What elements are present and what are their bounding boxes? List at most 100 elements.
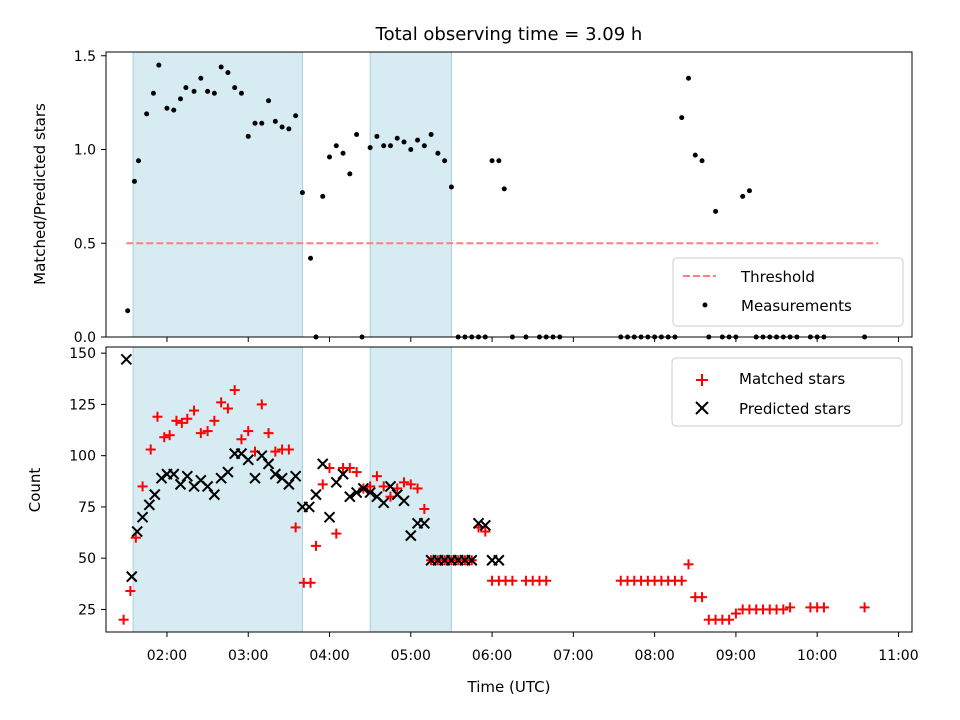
- measurement-point: [408, 147, 414, 152]
- measurement-point: [125, 308, 131, 314]
- measurement-point: [333, 143, 339, 149]
- predicted-star-point: [143, 499, 156, 511]
- measurement-point: [299, 190, 305, 196]
- top-y-axis-label: Matched/Predicted stars: [31, 103, 49, 285]
- x-tick-label: 07:00: [553, 648, 593, 664]
- matched-star-point: [778, 604, 789, 615]
- matched-star-point: [222, 403, 233, 414]
- matched-star-point: [371, 471, 382, 482]
- matched-star-point: [697, 592, 708, 603]
- measurement-point: [448, 184, 454, 190]
- measurement-point: [387, 143, 393, 149]
- measurement-point: [489, 158, 495, 164]
- matched-star-point: [683, 559, 694, 570]
- measurement-point: [381, 143, 387, 149]
- matched-star-point: [419, 503, 430, 514]
- matched-star-point: [130, 532, 141, 543]
- legend-threshold-label: Threshold: [740, 268, 815, 286]
- measurement-point: [713, 208, 719, 214]
- matched-star-point: [137, 481, 148, 492]
- matched-star-point: [331, 528, 342, 539]
- matched-star-point: [305, 577, 316, 588]
- predicted-star-point: [479, 519, 492, 532]
- matched-star-point: [125, 585, 136, 596]
- measurement-point: [394, 135, 400, 141]
- y-tick-label: 0.0: [74, 330, 96, 346]
- measurement-point: [679, 115, 685, 121]
- y-tick-label: 25: [78, 602, 96, 618]
- predicted-star-point: [262, 458, 275, 470]
- x-tick-label: 02:00: [147, 648, 187, 664]
- predicted-star-point: [174, 478, 187, 491]
- measurement-point: [746, 188, 752, 194]
- legend-predicted-label: Predicted stars: [739, 400, 851, 418]
- measurement-point: [347, 171, 353, 177]
- predicted-star-point: [289, 470, 302, 482]
- matched-star-point: [171, 415, 182, 426]
- matched-star-point: [256, 399, 267, 410]
- predicted-star-point: [283, 478, 295, 491]
- measurement-point: [232, 85, 238, 91]
- predicted-star-point: [350, 486, 363, 499]
- matched-star-point: [785, 602, 796, 613]
- bottom-y-ticks: 25 50 75 100 125 150: [69, 346, 106, 618]
- measurement-point: [144, 111, 150, 117]
- ratio-panel: 0.0 0.5 1.0 1.5 Total observing time = 3.09…: [31, 24, 913, 346]
- predicted-star-point: [242, 454, 254, 466]
- matched-star-point: [182, 413, 193, 424]
- legend-matched-label: Matched stars: [739, 370, 845, 388]
- predicted-star-point: [384, 480, 397, 493]
- measurement-point: [131, 178, 137, 184]
- x-tick-label: 09:00: [716, 648, 756, 664]
- measurement-point: [156, 62, 162, 68]
- predicted-star-point: [357, 482, 370, 495]
- matched-star-point: [118, 614, 129, 625]
- matched-star-point: [209, 415, 220, 426]
- measurement-point: [308, 255, 314, 261]
- predicted-star-point: [168, 468, 180, 480]
- predicted-star-point: [269, 468, 282, 480]
- measurement-point: [211, 90, 217, 96]
- matched-star-point: [229, 385, 240, 396]
- measurement-point: [428, 132, 434, 137]
- measurement-point: [320, 193, 326, 199]
- measurement-point: [205, 88, 211, 94]
- measurement-point: [183, 85, 189, 91]
- predicted-star-point: [466, 554, 478, 566]
- x-tick-label: 10:00: [797, 648, 837, 664]
- predicted-star-point: [120, 353, 133, 366]
- predicted-stars-points: [120, 353, 505, 583]
- predicted-star-point: [377, 497, 390, 509]
- matched-star-point: [351, 467, 362, 478]
- bottom-y-axis-label: Count: [26, 468, 44, 513]
- y-tick-label: 1.5: [74, 49, 96, 65]
- matched-star-point: [859, 602, 870, 613]
- predicted-star-point: [181, 470, 193, 482]
- bottom-legend-frame: [671, 357, 903, 427]
- matched-star-point: [818, 602, 829, 613]
- predicted-star-point: [149, 488, 161, 501]
- measurement-point: [421, 143, 427, 149]
- y-tick-label: 50: [78, 551, 96, 567]
- predicted-star-point: [131, 525, 143, 538]
- predicted-star-point: [364, 486, 376, 499]
- predicted-star-point: [208, 488, 221, 501]
- matched-star-point: [195, 428, 206, 439]
- count-panel: 25 50 75 100 125 150 02:00 03:00 04:00 05:00 06:0…: [26, 346, 919, 696]
- matched-star-point: [176, 417, 187, 428]
- measurement-point: [136, 158, 142, 164]
- matched-star-point: [344, 462, 355, 473]
- measurement-point: [354, 132, 360, 137]
- predicted-star-point: [493, 554, 505, 566]
- legend-matched-swatch: [696, 374, 708, 386]
- bottom-axes-frame: [105, 346, 913, 633]
- predicted-star-point: [303, 501, 315, 513]
- legend-predicted-swatch: [695, 401, 709, 415]
- predicted-star-point: [317, 458, 329, 470]
- predicted-star-point: [126, 570, 138, 583]
- top-legend-frame: [672, 257, 904, 327]
- measurement-point: [442, 158, 448, 164]
- measurement-point: [327, 154, 333, 160]
- matched-star-point: [159, 432, 170, 443]
- x-tick-label: 05:00: [391, 648, 431, 664]
